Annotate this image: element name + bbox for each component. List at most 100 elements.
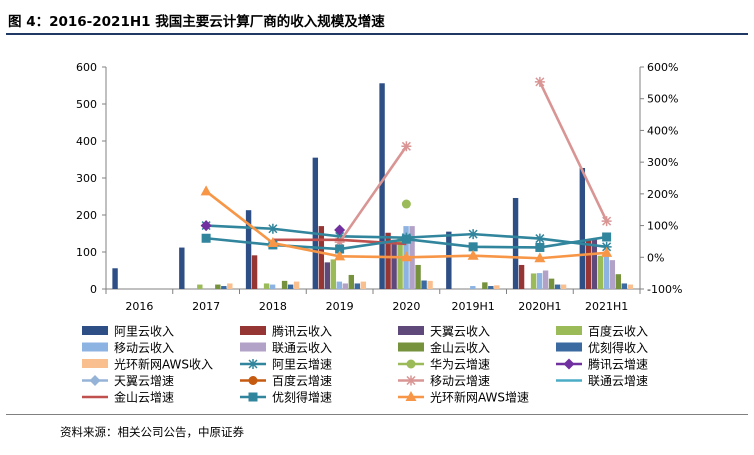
x-tick-label: 2020 xyxy=(392,300,420,313)
y-right-tick-label: 100% xyxy=(647,220,678,233)
y-right-tick-label: 400% xyxy=(647,124,678,137)
series-point xyxy=(535,242,545,252)
bar xyxy=(215,284,221,289)
y-right-tick-label: 500% xyxy=(647,93,678,106)
bar xyxy=(518,264,525,289)
series-point xyxy=(534,233,545,244)
bar xyxy=(421,280,427,289)
series-point xyxy=(334,237,345,248)
series-point xyxy=(602,232,612,242)
series-point xyxy=(267,223,278,234)
bar xyxy=(379,83,385,289)
series-point xyxy=(334,250,346,261)
y-right-tick-label: 0% xyxy=(647,251,664,264)
series-point xyxy=(400,251,412,262)
bar xyxy=(354,283,361,289)
legend-swatch xyxy=(82,359,108,368)
y-left-tick-label: 300 xyxy=(76,172,97,185)
bar xyxy=(251,255,258,289)
series-point xyxy=(200,220,212,232)
series-point xyxy=(468,229,479,240)
legend-marker xyxy=(248,359,258,369)
legend-marker xyxy=(89,375,101,386)
legend-label: 移动云增速 xyxy=(430,374,490,388)
series-line xyxy=(538,81,608,222)
y-left-tick-label: 100 xyxy=(76,246,97,259)
legend-label: 百度云收入 xyxy=(588,324,648,339)
bar xyxy=(263,283,270,289)
bar xyxy=(530,273,537,289)
bar xyxy=(391,239,397,289)
y-left-tick-label: 0 xyxy=(90,283,97,296)
legend-label: 阿里云增速 xyxy=(272,358,332,372)
chart-lines xyxy=(200,76,613,263)
legend-label: 联通云增速 xyxy=(588,374,648,388)
legend-marker xyxy=(248,392,258,402)
bar xyxy=(287,284,294,289)
bar xyxy=(470,286,476,289)
series-point xyxy=(401,234,411,244)
series-point xyxy=(334,231,345,242)
bar xyxy=(554,284,561,289)
bar xyxy=(585,240,592,289)
source-rule xyxy=(6,414,748,415)
bar xyxy=(330,259,337,289)
bar xyxy=(112,268,118,289)
x-tick-label: 2019 xyxy=(326,300,354,313)
legend-label: 华为云增速 xyxy=(430,358,490,372)
y-right-tick-label: -100% xyxy=(647,283,682,296)
bar xyxy=(609,260,616,289)
legend-label: 阿里云收入 xyxy=(114,325,174,339)
legend-label: 移动云收入 xyxy=(114,341,174,355)
legend-swatch xyxy=(556,342,582,352)
legend-label: 腾讯云收入 xyxy=(272,324,332,339)
bar xyxy=(221,286,227,289)
legend-swatch xyxy=(240,342,266,352)
y-left-tick-label: 400 xyxy=(76,135,97,148)
x-tick-label: 2017 xyxy=(192,300,220,313)
bar xyxy=(597,255,604,289)
bar xyxy=(542,270,549,289)
series-line xyxy=(338,145,408,243)
series-point xyxy=(601,241,612,252)
y-left-tick-label: 600 xyxy=(76,61,97,74)
series-point xyxy=(601,216,612,227)
bar xyxy=(245,210,252,289)
bar xyxy=(446,231,452,289)
bar xyxy=(482,282,488,289)
x-tick-label: 2016 xyxy=(125,300,153,313)
y-right-tick-label: 600% xyxy=(647,61,678,74)
bar xyxy=(560,284,567,289)
bar xyxy=(488,286,494,289)
bar xyxy=(227,283,233,289)
bar xyxy=(627,284,634,289)
bar xyxy=(536,273,543,289)
bar xyxy=(494,285,500,289)
chart-axes: 0 100 200 300 400 500 600 -100% 0% 100% 200% 300% 40… xyxy=(76,61,682,313)
bar xyxy=(385,232,391,289)
series-point xyxy=(534,252,546,263)
series-point xyxy=(201,233,211,243)
bar xyxy=(269,284,276,289)
figure-title: 图 4：2016-2021H1 我国主要云计算厂商的收入规模及增速 xyxy=(8,14,385,30)
bar xyxy=(621,283,628,289)
bar xyxy=(312,157,319,289)
series-point xyxy=(534,76,545,87)
legend-label: 优刻得增速 xyxy=(272,390,332,405)
y-left-tick-label: 500 xyxy=(76,98,97,111)
bar xyxy=(397,237,403,289)
legend-marker xyxy=(406,375,416,386)
series-point xyxy=(334,224,346,236)
series-point xyxy=(401,141,412,152)
bar xyxy=(360,281,367,289)
bar xyxy=(293,281,300,289)
title-rule xyxy=(6,33,748,35)
legend-swatch xyxy=(556,326,582,335)
series-point xyxy=(601,246,613,257)
series-point xyxy=(467,249,479,260)
bar xyxy=(318,226,325,289)
legend-marker xyxy=(563,358,575,370)
bar xyxy=(579,168,586,289)
legend-label: 光环新网AWS增速 xyxy=(430,390,529,405)
bar xyxy=(615,274,622,289)
